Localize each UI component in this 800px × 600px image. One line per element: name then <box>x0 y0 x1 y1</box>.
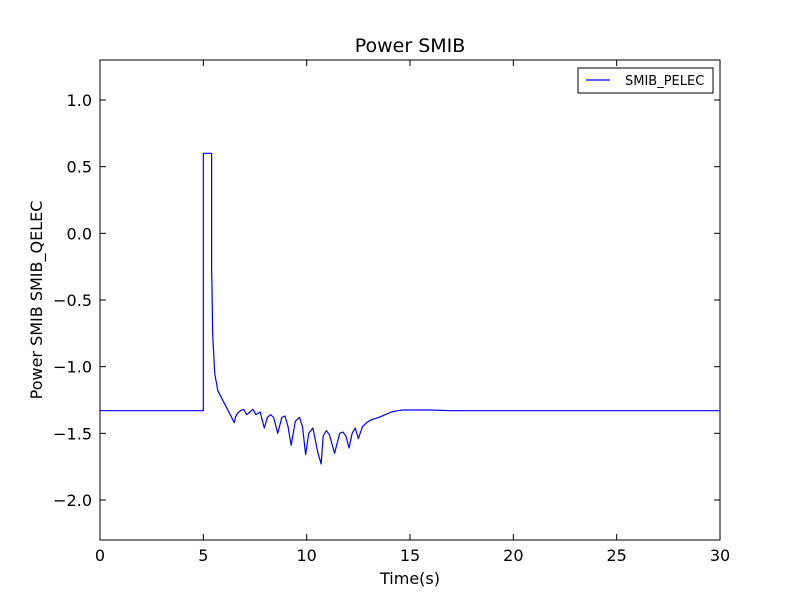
y-tick-label: −2.0 <box>53 491 92 510</box>
series-layer <box>100 152 720 465</box>
legend-label-smib-pelec: SMIB_PELEC <box>625 74 704 89</box>
chart-title: Power SMIB <box>355 35 466 57</box>
x-tick-label: 0 <box>95 546 105 565</box>
x-tick-label: 5 <box>198 546 208 565</box>
y-tick-label: 1.0 <box>67 91 92 110</box>
y-axis-title: Power SMIB SMIB_QELEC <box>27 201 47 400</box>
x-tick-label: 10 <box>296 546 316 565</box>
x-tick-label: 20 <box>503 546 523 565</box>
y-tick-label: 0.0 <box>67 224 92 243</box>
x-axis-ticks: 0 5 10 15 20 25 30 <box>95 60 730 565</box>
legend: SMIB_PELEC <box>577 67 714 94</box>
y-tick-label: 0.5 <box>67 158 92 177</box>
y-tick-label: −1.0 <box>53 358 92 377</box>
y-tick-label: −0.5 <box>53 291 92 310</box>
x-axis-title: Time(s) <box>379 569 440 588</box>
x-tick-label: 15 <box>400 546 420 565</box>
plot-area: 0 5 10 15 20 25 30 1.0 0.5 0.0 −0.5 −1.0 −1.5 −2.0 <box>53 59 730 565</box>
x-tick-label: 30 <box>710 546 730 565</box>
x-tick-label: 25 <box>606 546 626 565</box>
series-line-smib-pelec <box>100 152 720 465</box>
y-axis-ticks: 1.0 0.5 0.0 −0.5 −1.0 −1.5 −2.0 <box>53 91 720 510</box>
y-tick-label: −1.5 <box>53 424 92 443</box>
